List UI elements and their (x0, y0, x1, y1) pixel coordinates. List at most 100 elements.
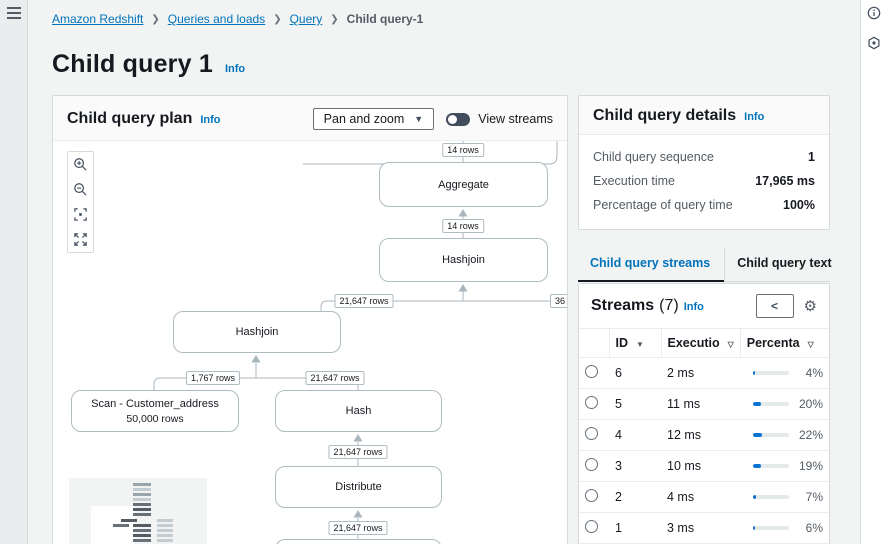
details-panel-title: Child query details (593, 107, 737, 124)
page-title: Child query 1 (52, 50, 213, 78)
edge-label: 1,767 rows (185, 371, 241, 385)
stream-row[interactable]: 6 2 ms 4% (579, 357, 829, 389)
radio-button[interactable] (585, 396, 598, 409)
breadcrumb-query[interactable]: Query (289, 12, 323, 26)
zoom-to-fit-icon[interactable] (68, 202, 93, 227)
percentage-value: 4% (805, 366, 823, 380)
plan-node-scan-customer-address[interactable]: Scan - Customer_address 50,000 rows (71, 390, 239, 432)
plan-info-link[interactable]: Info (200, 114, 221, 126)
edge-label: 14 rows (442, 143, 484, 157)
streams-title: Streams (591, 297, 655, 314)
detail-label: Percentage of query time (593, 198, 733, 212)
detail-row-sequence: Child query sequence 1 (593, 145, 815, 169)
radio-button[interactable] (585, 458, 598, 471)
stream-row[interactable]: 1 3 ms 6% (579, 512, 829, 544)
node-sublabel: 50,000 rows (126, 412, 184, 425)
plan-panel-title: Child query plan (67, 110, 193, 127)
fullscreen-icon[interactable] (68, 227, 93, 252)
radio-button[interactable] (585, 520, 598, 533)
settings-gear-icon[interactable]: ⚙ (803, 298, 817, 315)
percentage-bar (753, 402, 789, 406)
breadcrumb-queries-and-loads[interactable]: Queries and loads (167, 12, 266, 26)
details-info-link[interactable]: Info (744, 111, 765, 123)
child-query-details-panel: Child query details Info Child query seq… (578, 95, 830, 230)
percentage-bar (753, 371, 789, 375)
main-content: Amazon Redshift ❯ Queries and loads ❯ Qu… (28, 0, 860, 544)
breadcrumb: Amazon Redshift ❯ Queries and loads ❯ Qu… (52, 12, 423, 26)
streams-panel-header: Streams (7) Info < ⚙ (579, 284, 829, 328)
column-header-percentage[interactable]: Percenta ▽ (740, 328, 829, 358)
percentage-bar (753, 464, 789, 468)
radio-button[interactable] (585, 489, 598, 502)
column-header-execution[interactable]: Executio ▽ (661, 328, 741, 358)
percentage-value: 22% (798, 428, 823, 442)
streams-count: (7) (659, 297, 679, 314)
edge-label: 21,647 rows (328, 445, 388, 459)
chevron-down-icon: ▼ (414, 114, 424, 124)
streams-info-link[interactable]: Info (683, 301, 704, 313)
page-header: Child query 1 Info (52, 50, 245, 79)
stream-row[interactable]: 3 10 ms 19% (579, 450, 829, 482)
stream-row[interactable]: 4 12 ms 22% (579, 419, 829, 451)
plan-node-aggregate[interactable]: Aggregate (379, 162, 548, 207)
hamburger-menu-icon[interactable] (7, 7, 21, 19)
diagram-zoom-toolbar (67, 151, 94, 253)
sort-icon: ▽ (807, 340, 814, 349)
radio-button[interactable] (585, 365, 598, 378)
edge-label: 21,647 rows (334, 294, 394, 308)
breadcrumb-current-page: Child query-1 (346, 12, 424, 26)
node-label: Hash (345, 405, 372, 417)
plan-node-partial-bottom[interactable] (275, 539, 442, 544)
breadcrumb-separator: ❯ (151, 13, 160, 25)
radio-button[interactable] (585, 427, 598, 440)
right-tools-rail (860, 0, 886, 544)
column-label: Percenta (746, 336, 800, 350)
stream-row[interactable]: 2 4 ms 7% (579, 481, 829, 513)
detail-value: 100% (783, 198, 815, 212)
child-query-plan-panel: Child query plan Info Pan and zoom ▼ Vie… (52, 95, 568, 544)
tab-child-query-text[interactable]: Child query text (724, 248, 845, 281)
zoom-out-icon[interactable] (68, 177, 93, 202)
column-label: Executio (667, 336, 720, 350)
breadcrumb-separator: ❯ (273, 13, 282, 25)
edge-label: 21,647 rows (328, 521, 388, 535)
zoom-in-icon[interactable] (68, 152, 93, 177)
streams-table: ID ▼ Executio ▽ Percenta ▽ 6 2 ms (579, 328, 829, 544)
percentage-value: 6% (805, 521, 823, 535)
percentage-value: 7% (805, 490, 823, 504)
view-streams-toggle[interactable] (446, 112, 471, 126)
column-header-id[interactable]: ID ▼ (609, 328, 662, 358)
left-nav-rail (0, 0, 28, 544)
pan-zoom-select[interactable]: Pan and zoom ▼ (312, 108, 435, 130)
streams-panel: Streams (7) Info < ⚙ ID ▼ (578, 283, 830, 544)
breadcrumb-amazon-redshift[interactable]: Amazon Redshift (52, 12, 144, 26)
column-label: ID (615, 336, 629, 350)
query-plan-diagram[interactable]: 14 rows 14 rows 21,647 rows 36 rows 1,76… (53, 141, 567, 544)
info-circle-icon[interactable] (867, 6, 881, 20)
tab-child-query-streams[interactable]: Child query streams (578, 248, 725, 282)
view-streams-label: View streams (478, 112, 553, 126)
breadcrumb-separator: ❯ (330, 13, 339, 25)
plan-node-hash[interactable]: Hash (275, 390, 442, 432)
detail-row-query-time-pct: Percentage of query time 100% (593, 193, 815, 217)
detail-row-execution-time: Execution time 17,965 ms (593, 169, 815, 193)
plan-node-hashjoin-upper[interactable]: Hashjoin (379, 238, 548, 282)
detail-value: 1 (808, 150, 815, 164)
sort-icon: ▽ (727, 340, 734, 349)
detail-value: 17,965 ms (755, 174, 815, 188)
collapse-panel-button[interactable]: < (755, 294, 794, 318)
plan-node-hashjoin-left[interactable]: Hashjoin (173, 311, 341, 353)
pan-zoom-select-value: Pan and zoom (323, 112, 405, 126)
sort-desc-icon: ▼ (636, 340, 644, 349)
stream-row[interactable]: 5 11 ms 20% (579, 388, 829, 420)
amazon-q-hexagon-icon[interactable] (867, 36, 881, 50)
angle-left-icon: < (771, 299, 779, 313)
edge-label: 21,647 rows (305, 371, 365, 385)
page-info-link[interactable]: Info (224, 63, 246, 75)
edge-label: 36 rows (550, 294, 567, 308)
node-label: Hashjoin (442, 254, 485, 266)
plan-node-distribute[interactable]: Distribute (275, 466, 442, 508)
node-label: Aggregate (438, 178, 489, 191)
diagram-minimap[interactable] (69, 478, 207, 544)
